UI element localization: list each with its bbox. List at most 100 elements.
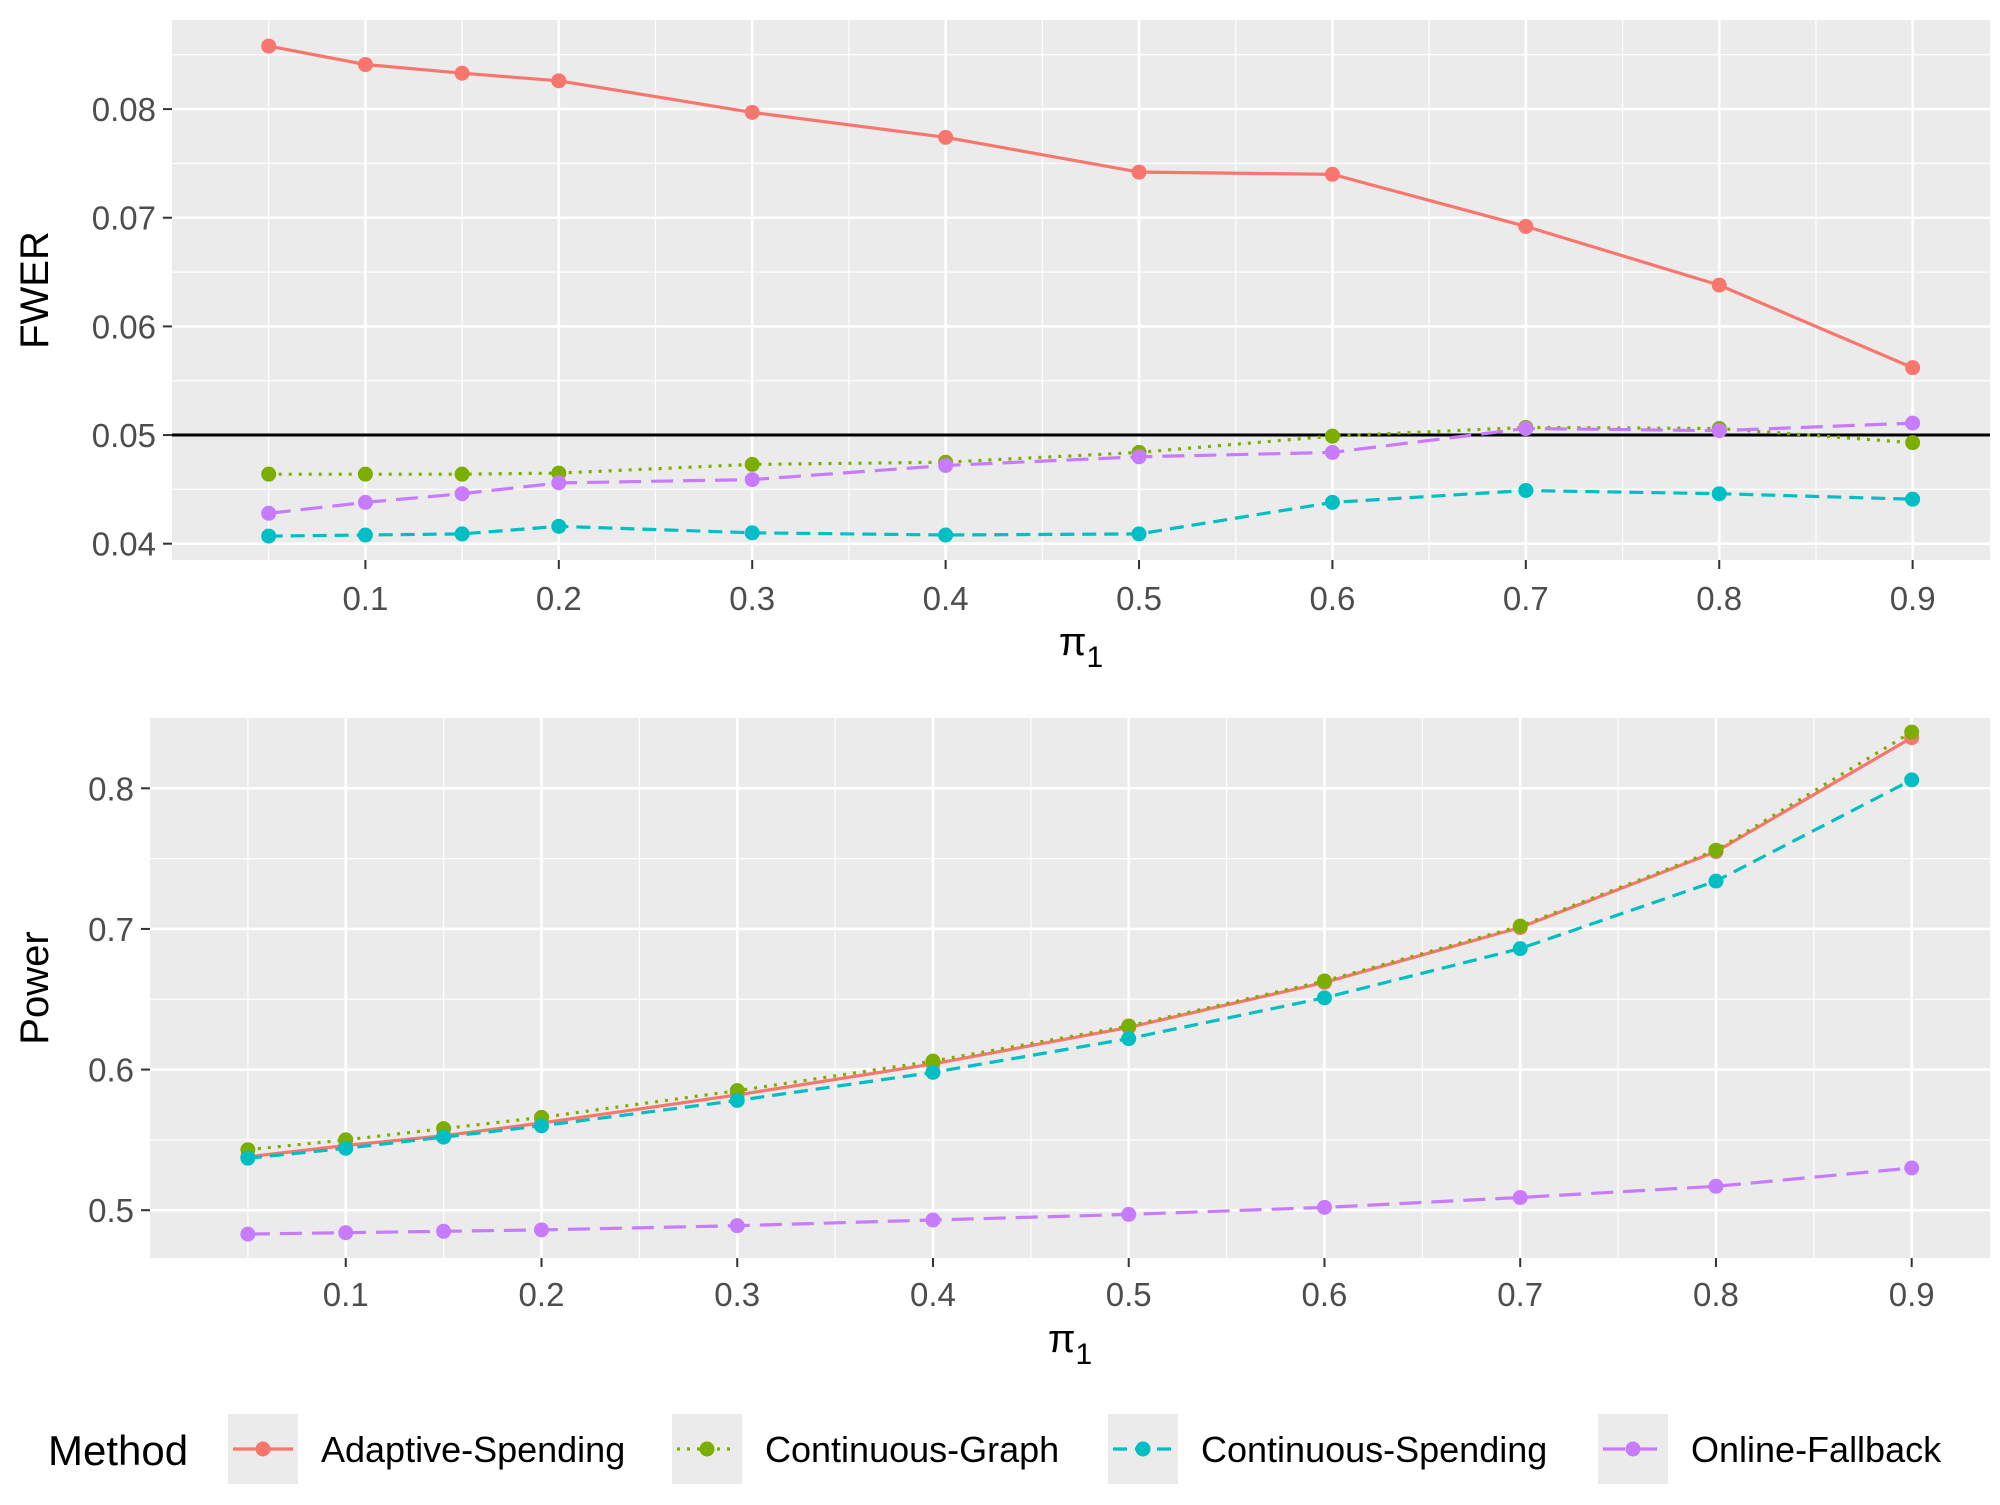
top-data-point-online-fallback — [551, 475, 567, 491]
legend-key-point — [699, 1441, 715, 1457]
top-panel: 0.1 0.2 0.3 0.4 0.5 0.6 0.7 0.8 0.9 0.04 0.05 0.06 0… — [13, 20, 1990, 674]
bottom-data-point-continuous-graph — [1316, 973, 1332, 989]
top-data-point-adaptive-spending — [744, 104, 760, 120]
legend-item-adaptive-spending: Adaptive-Spending — [228, 1414, 625, 1484]
top-x-tick-label: 0.2 — [536, 580, 582, 617]
legend-item-online-fallback: Online-Fallback — [1598, 1414, 1942, 1484]
top-data-point-online-fallback — [938, 457, 954, 473]
top-data-point-adaptive-spending — [357, 57, 373, 73]
top-x-tick-label: 0.7 — [1503, 580, 1549, 617]
top-data-point-continuous-spending — [261, 528, 277, 544]
top-data-point-continuous-graph — [261, 466, 277, 482]
top-data-point-online-fallback — [357, 494, 373, 510]
legend-label: Continuous-Graph — [765, 1429, 1059, 1470]
bottom-data-point-continuous-spending — [1904, 772, 1920, 788]
top-y-axis-title: FWER — [13, 231, 57, 349]
bottom-x-tick-label: 0.2 — [519, 1276, 565, 1313]
top-data-point-continuous-spending — [357, 527, 373, 543]
bottom-data-point-online-fallback — [925, 1212, 941, 1228]
legend-item-continuous-graph: Continuous-Graph — [672, 1414, 1059, 1484]
top-x-tick-label: 0.3 — [729, 580, 775, 617]
top-data-point-continuous-spending — [1711, 486, 1727, 502]
top-data-point-adaptive-spending — [1131, 164, 1147, 180]
bottom-x-tick-label: 0.6 — [1302, 1276, 1348, 1313]
bottom-y-tick-label: 0.7 — [88, 911, 134, 948]
bottom-y-tick-label: 0.5 — [88, 1192, 134, 1229]
bottom-y-tick-label: 0.6 — [88, 1052, 134, 1089]
bottom-data-point-online-fallback — [240, 1226, 256, 1242]
top-data-point-continuous-spending — [551, 518, 567, 534]
bottom-data-point-online-fallback — [1121, 1206, 1137, 1222]
top-data-point-continuous-spending — [1905, 491, 1921, 507]
top-data-point-online-fallback — [454, 486, 470, 502]
legend-item-continuous-spending: Continuous-Spending — [1108, 1414, 1547, 1484]
legend: Method Adaptive-Spending Continuous-Graph C… — [48, 1414, 1942, 1484]
top-x-tick-label: 0.5 — [1116, 580, 1162, 617]
top-data-point-adaptive-spending — [1905, 360, 1921, 376]
top-data-point-continuous-spending — [1131, 526, 1147, 542]
top-data-point-adaptive-spending — [938, 129, 954, 145]
top-data-point-online-fallback — [1324, 444, 1340, 460]
legend-key-point — [1625, 1441, 1641, 1457]
bottom-data-point-online-fallback — [1512, 1190, 1528, 1206]
bottom-data-point-continuous-graph — [1708, 842, 1724, 858]
top-data-point-online-fallback — [1518, 421, 1534, 437]
legend-key-point — [1135, 1441, 1151, 1457]
top-data-point-continuous-graph — [357, 466, 373, 482]
top-x-axis-title: π1 — [1059, 620, 1103, 674]
top-data-point-online-fallback — [1905, 415, 1921, 431]
legend-key-point — [255, 1441, 271, 1457]
legend-label: Online-Fallback — [1691, 1429, 1942, 1470]
top-x-tick-label: 0.9 — [1890, 580, 1936, 617]
bottom-data-point-continuous-spending — [436, 1129, 452, 1145]
top-y-tick-label: 0.05 — [92, 417, 156, 454]
top-data-point-adaptive-spending — [1324, 166, 1340, 182]
bottom-data-point-online-fallback — [1904, 1160, 1920, 1176]
top-data-point-adaptive-spending — [1518, 218, 1534, 234]
bottom-data-point-continuous-spending — [925, 1064, 941, 1080]
bottom-data-point-continuous-spending — [1121, 1031, 1137, 1047]
bottom-panel-background — [150, 718, 1990, 1258]
bottom-data-point-online-fallback — [533, 1222, 549, 1238]
top-data-point-continuous-spending — [1324, 494, 1340, 510]
bottom-y-axis-title: Power — [13, 931, 57, 1044]
bottom-data-point-continuous-spending — [729, 1093, 745, 1108]
bottom-x-axis-title: π1 — [1048, 1317, 1092, 1371]
bottom-data-point-continuous-spending — [338, 1140, 354, 1156]
top-x-tick-label: 0.8 — [1696, 580, 1742, 617]
top-data-point-continuous-graph — [454, 466, 470, 482]
bottom-data-point-continuous-spending — [1316, 990, 1332, 1006]
top-data-point-online-fallback — [744, 472, 760, 488]
bottom-x-tick-label: 0.7 — [1497, 1276, 1543, 1313]
bottom-x-tick-label: 0.1 — [323, 1276, 369, 1313]
top-x-tick-label: 0.6 — [1309, 580, 1355, 617]
bottom-data-point-continuous-spending — [1512, 941, 1528, 957]
bottom-x-tick-label: 0.5 — [1106, 1276, 1152, 1313]
top-data-point-adaptive-spending — [1711, 277, 1727, 293]
bottom-data-point-continuous-graph — [1121, 1018, 1137, 1034]
top-data-point-continuous-graph — [744, 456, 760, 472]
bottom-data-point-online-fallback — [729, 1218, 745, 1234]
top-data-point-continuous-spending — [938, 527, 954, 543]
bottom-data-point-continuous-spending — [1708, 873, 1724, 889]
bottom-data-point-online-fallback — [1316, 1199, 1332, 1215]
top-data-point-adaptive-spending — [551, 73, 567, 89]
top-data-point-adaptive-spending — [454, 65, 470, 81]
top-y-tick-label: 0.04 — [92, 526, 156, 563]
bottom-x-tick-label: 0.9 — [1889, 1276, 1935, 1313]
bottom-panel: 0.1 0.2 0.3 0.4 0.5 0.6 0.7 0.8 0.9 0.5 0.6 0.7 0.8 π… — [13, 718, 1990, 1371]
top-x-tick-label: 0.1 — [342, 580, 388, 617]
bottom-data-point-continuous-graph — [1512, 918, 1528, 934]
top-y-tick-label: 0.08 — [92, 91, 156, 128]
top-data-point-adaptive-spending — [261, 38, 277, 54]
bottom-data-point-continuous-spending — [533, 1118, 549, 1134]
top-data-point-continuous-graph — [1324, 428, 1340, 444]
bottom-data-point-online-fallback — [1708, 1178, 1724, 1194]
legend-label: Adaptive-Spending — [321, 1429, 625, 1470]
top-data-point-online-fallback — [1711, 423, 1727, 439]
top-data-point-online-fallback — [1131, 449, 1147, 465]
top-data-point-continuous-spending — [1518, 482, 1534, 498]
top-y-tick-label: 0.06 — [92, 308, 156, 345]
top-data-point-continuous-spending — [454, 526, 470, 542]
